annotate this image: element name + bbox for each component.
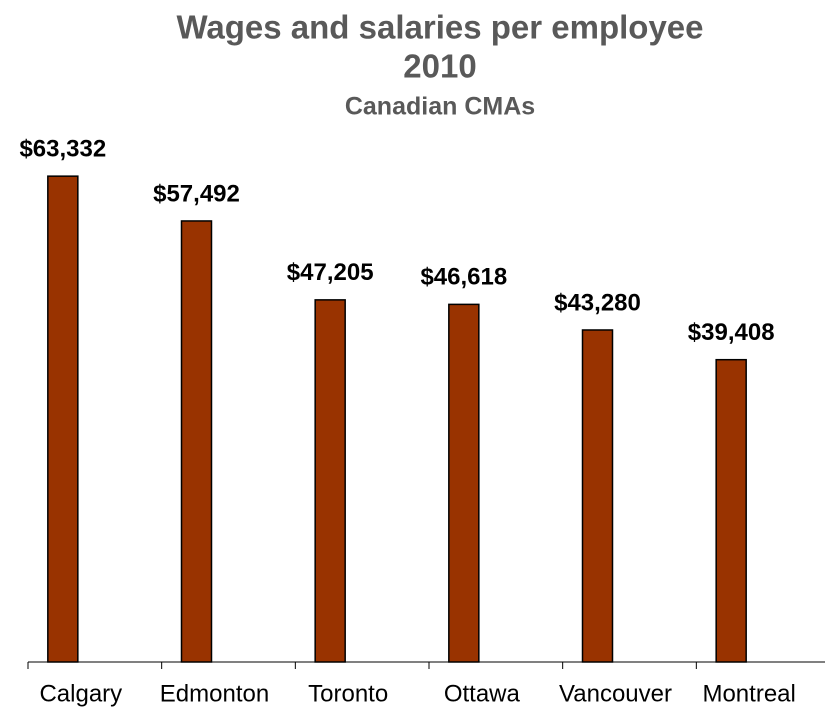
- chart-title: 2010: [403, 48, 476, 85]
- value-label: $43,280: [554, 289, 641, 316]
- value-label: $46,618: [420, 264, 507, 291]
- bar: [448, 303, 480, 663]
- chart-title: Wages and salaries per employee: [176, 9, 703, 46]
- value-label: $47,205: [287, 259, 374, 286]
- x-tick-label: Vancouver: [559, 680, 672, 707]
- x-tick-label: Montreal: [702, 680, 795, 707]
- x-tick-label: Toronto: [308, 680, 388, 707]
- value-label: $57,492: [153, 180, 240, 207]
- value-label: $39,408: [688, 319, 775, 346]
- bar: [581, 329, 614, 663]
- x-tick-label: Ottawa: [444, 680, 521, 707]
- bar: [314, 299, 346, 663]
- bar: [180, 220, 213, 663]
- bar: [715, 358, 747, 663]
- bar: [47, 175, 79, 663]
- chart-subtitle: Canadian CMAs: [345, 93, 535, 121]
- x-tick-label: Edmonton: [160, 680, 269, 707]
- x-tick-label: Calgary: [39, 680, 122, 707]
- value-label: $63,332: [19, 135, 106, 162]
